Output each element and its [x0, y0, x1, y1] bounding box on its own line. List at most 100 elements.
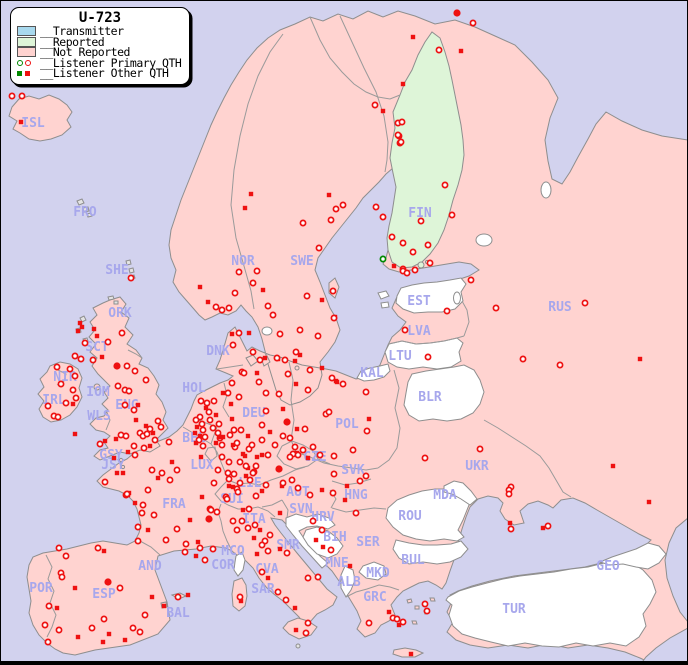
listener-primary-qth-marker [138, 509, 146, 517]
listener-primary-qth-marker [236, 593, 244, 601]
listener-primary-qth-marker [467, 276, 475, 284]
listener-primary-qth-marker [303, 292, 311, 300]
country-finland [386, 31, 465, 269]
listener-primary-qth-marker [421, 600, 429, 608]
listener-primary-qth-marker [296, 326, 304, 334]
listener-other-qth-marker [380, 108, 386, 114]
listener-other-qth-marker [120, 470, 126, 476]
country-label-hng: HNG [344, 488, 368, 503]
listener-primary-qth-marker [505, 490, 513, 498]
listener-primary-qth-marker [262, 407, 270, 415]
listener-primary-qth-marker [279, 432, 287, 440]
country-label-alb: ALB [337, 575, 361, 590]
listener-other-qth-marker [254, 454, 260, 460]
listener-other-qth-marker [100, 639, 106, 645]
listener-other-qth-marker [251, 535, 257, 541]
country-label-bal: BAL [166, 606, 190, 621]
listener-primary-qth-marker [205, 515, 213, 523]
listener-primary-qth-marker [197, 397, 205, 405]
listener-primary-qth-marker [273, 354, 281, 362]
country-label-bih: BIH [323, 530, 346, 545]
listener-primary-qth-marker [362, 472, 370, 480]
listener-primary-qth-marker [234, 488, 242, 496]
listener-primary-qth-marker [371, 101, 379, 109]
listener-primary-qth-marker [199, 426, 207, 434]
listener-other-qth-marker [229, 416, 235, 422]
lake-vanern [261, 326, 273, 336]
listener-primary-qth-marker [281, 356, 289, 364]
listener-primary-qth-marker [225, 458, 233, 466]
country-label-she: SHE [105, 263, 128, 278]
country-label-dnk: DNK [206, 344, 230, 359]
listener-other-qth-marker [198, 454, 204, 460]
listener-other-qth-marker [277, 546, 283, 552]
country-label-deu: DEU [242, 406, 266, 421]
listener-primary-qth-marker [294, 484, 302, 492]
country-label-rus: RUS [548, 300, 572, 315]
listener-primary-qth-marker [207, 506, 215, 514]
listener-primary-qth-marker [131, 367, 139, 375]
listener-primary-qth-marker [130, 442, 138, 450]
country-label-nor: NOR [231, 254, 255, 269]
listener-other-qth-marker [94, 333, 100, 339]
listener-primary-qth-marker [230, 470, 238, 478]
listener-primary-qth-marker [226, 431, 234, 439]
transmitter-swatch-icon [17, 26, 36, 37]
listener-primary-qth-marker [231, 289, 239, 297]
listener-primary-qth-marker [62, 552, 70, 560]
country-label-tur: TUR [502, 602, 526, 617]
listener-primary-qth-marker [173, 466, 181, 474]
country-label-est: EST [407, 294, 431, 309]
country-label-ork: ORK [108, 306, 132, 321]
listener-other-qth-marker [347, 563, 353, 569]
listener-primary-qth-marker [96, 440, 104, 448]
listener-primary-qth-marker [224, 389, 232, 397]
listener-other-qth-marker [143, 423, 149, 429]
listener-other-qth-marker [187, 517, 193, 523]
country-kaliningrad [356, 363, 391, 382]
listener-other-qth-marker [111, 455, 117, 461]
listener-other-qth-marker [245, 433, 251, 439]
listener-other-qth-marker [410, 34, 416, 40]
legend-box: U-723 __Transmitter __Reported __Not Rep… [10, 7, 190, 85]
country-label-lva: LVA [407, 324, 431, 339]
listener-other-qth-marker [220, 390, 226, 396]
listener-primary-qth-marker [519, 355, 527, 363]
listener-primary-qth-marker [165, 438, 173, 446]
legend-label: __Reported [40, 34, 105, 49]
listener-primary-qth-marker [362, 388, 370, 396]
listener-primary-qth-marker [146, 425, 154, 433]
listener-primary-qth-marker [203, 399, 211, 407]
listener-primary-qth-marker [283, 418, 291, 426]
country-label-geo: GEO [596, 559, 620, 574]
listener-primary-qth-marker [151, 436, 159, 444]
listener-other-qth-marker [114, 470, 120, 476]
listener-primary-qth-marker [309, 517, 317, 525]
listener-other-qth-marker [540, 525, 546, 531]
listener-primary-qth-marker [140, 444, 148, 452]
listener-other-qth-marker [267, 429, 273, 435]
listener-primary-qth-marker [443, 307, 451, 315]
country-label-jsy: JSY [101, 458, 125, 473]
listener-other-qth-marker [313, 537, 319, 543]
listener-other-qth-marker [262, 355, 268, 361]
legend-label: __Transmitter [40, 24, 124, 39]
lake-peipus [453, 291, 461, 305]
listener-other-qth-marker [213, 440, 219, 446]
listener-primary-qth-marker [363, 427, 371, 435]
listener-primary-qth-marker [125, 387, 133, 395]
listener-primary-qth-marker [304, 574, 312, 582]
country-estonia [395, 277, 467, 314]
listener-other-qth-marker [217, 434, 223, 440]
listener-other-qth-marker [391, 263, 397, 269]
listener-primary-qth-marker [223, 495, 231, 503]
listener-primary-qth-marker [173, 525, 181, 533]
listener-primary-qth-marker [271, 441, 279, 449]
listener-primary-qth-marker [54, 413, 62, 421]
listener-other-qth-marker [226, 483, 232, 489]
listener-primary-qth-marker [423, 607, 431, 615]
listener-primary-qth-marker [45, 602, 53, 610]
listener-primary-qth-marker [174, 593, 182, 601]
listener-primary-qth-marker [249, 279, 257, 287]
